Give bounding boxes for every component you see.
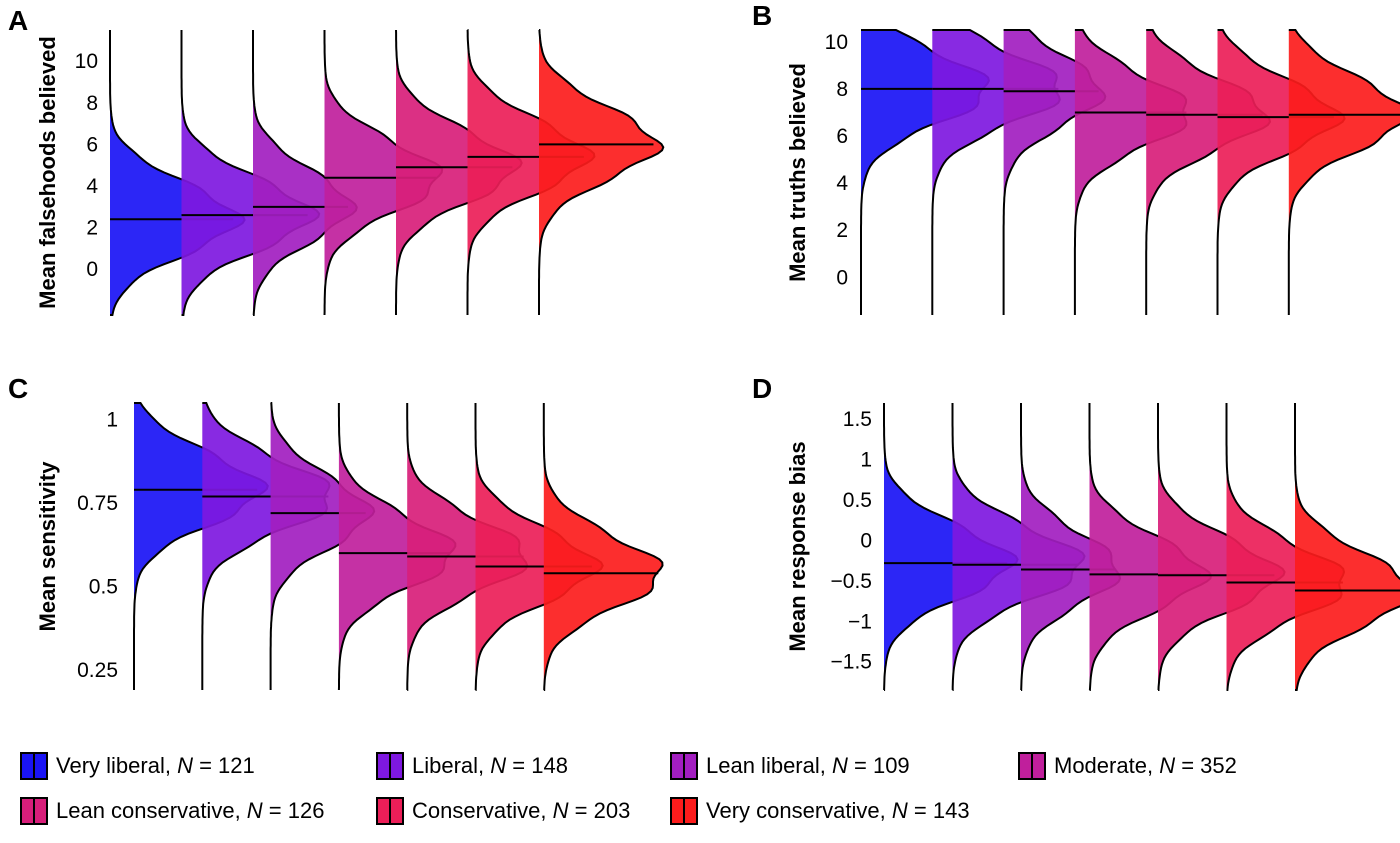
- y-tick-label: 0: [86, 258, 98, 281]
- violin-2: [181, 30, 320, 315]
- violin-7: [539, 30, 664, 315]
- panel-c: C Mean sensitivity 0.25 0.5 0.75 1: [8, 373, 664, 691]
- y-axis-label: Mean sensitivity: [35, 461, 60, 632]
- violin-outline: [1294, 403, 1400, 691]
- violin-outline: [269, 402, 376, 690]
- y-tick-label: 4: [836, 172, 848, 195]
- y-tick-label: −1: [848, 610, 872, 633]
- y-tick-label: −0.5: [831, 570, 872, 593]
- violin-outline: [542, 403, 664, 691]
- y-tick-label: 10: [75, 50, 98, 73]
- violin-5: [1158, 403, 1285, 690]
- y-axis-label: Mean response bias: [785, 441, 810, 651]
- violin-7: [1288, 30, 1400, 315]
- violin-7: [1295, 403, 1400, 690]
- y-tick-label: 1: [106, 409, 118, 432]
- y-tick-label: 0.75: [77, 492, 118, 515]
- violin-outline: [201, 402, 331, 690]
- panel-letter: C: [8, 373, 28, 404]
- violin-outline: [109, 30, 246, 316]
- panel-letter: B: [752, 0, 772, 31]
- violin-4: [324, 30, 443, 315]
- y-tick-label: −1.5: [831, 651, 872, 674]
- y-tick-label: 0.5: [843, 489, 872, 512]
- y-tick-label: 8: [836, 78, 848, 101]
- panel-d: D Mean response bias −1.5 −1 −0.5 0 0.5 1 1.5: [752, 373, 1400, 691]
- violin-5: [396, 30, 522, 315]
- violin-outline: [1287, 29, 1400, 315]
- y-tick-label: 0.25: [77, 659, 118, 682]
- y-tick-label: 0.5: [89, 576, 118, 599]
- violin-7: [543, 403, 663, 690]
- violin-outline: [1216, 29, 1346, 315]
- violin-6: [1226, 403, 1344, 690]
- violin-outline: [538, 29, 665, 315]
- violin-outline: [252, 30, 358, 316]
- violin-6: [467, 30, 595, 315]
- panel-b: B Mean truths believed 0 2 4 6 8 10: [752, 0, 1400, 315]
- violin-6: [475, 403, 603, 690]
- y-tick-label: 6: [836, 125, 848, 148]
- violin-4: [1089, 403, 1212, 690]
- violin-5: [407, 403, 528, 690]
- y-tick-label: 6: [86, 133, 98, 156]
- violin-outline: [180, 30, 321, 316]
- y-tick-label: 0: [860, 529, 872, 552]
- violin-2: [952, 403, 1085, 690]
- y-axis-label: Mean falsehoods believed: [35, 36, 60, 309]
- y-tick-label: 1.5: [843, 408, 872, 431]
- violin-3: [1021, 403, 1120, 690]
- y-tick-label: 10: [825, 31, 848, 54]
- panel-letter: D: [752, 373, 772, 404]
- y-tick-label: 4: [86, 175, 98, 198]
- violin-3: [253, 30, 357, 315]
- y-axis-label: Mean truths believed: [785, 63, 810, 282]
- violin-outline: [1073, 29, 1188, 315]
- y-tick-label: 0: [836, 266, 848, 289]
- violin-3: [270, 403, 375, 690]
- violin-4: [338, 403, 456, 690]
- y-tick-label: 2: [836, 219, 848, 242]
- panel-a: A Mean falsehoods believed 0 2 4 6 8 10: [8, 5, 665, 316]
- violin-outline: [1145, 29, 1272, 315]
- y-tick-label: 1: [860, 449, 872, 472]
- y-tick-label: 8: [86, 92, 98, 115]
- violin-1: [110, 30, 245, 315]
- y-tick-label: 2: [86, 217, 98, 240]
- panel-letter: A: [8, 5, 28, 36]
